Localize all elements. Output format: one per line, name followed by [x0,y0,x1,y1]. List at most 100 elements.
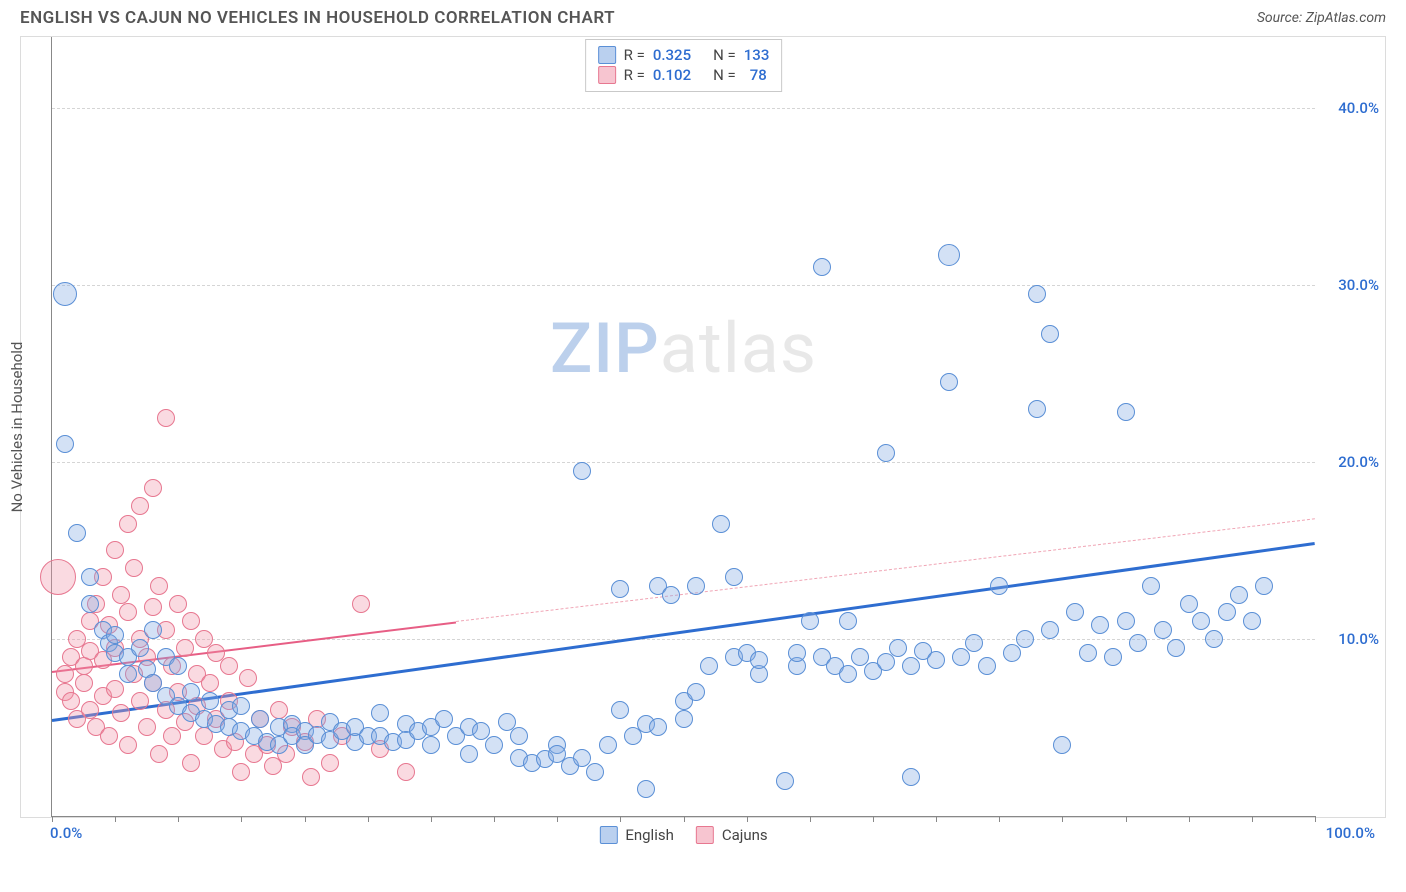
x-tick-mark [557,816,558,822]
data-point [371,704,389,722]
data-point [460,745,478,763]
data-point [201,674,219,692]
data-point [62,692,80,710]
data-point [81,701,99,719]
data-point [750,651,768,669]
gridline [52,462,1315,463]
data-point [176,639,194,657]
data-point [112,704,130,722]
data-point [599,736,617,754]
data-point [839,612,857,630]
data-point [163,727,181,745]
data-point [1041,325,1059,343]
data-point [144,598,162,616]
x-tick-mark [873,816,874,822]
data-point [839,665,857,683]
watermark: ZIPatlas [550,308,817,390]
data-point [232,763,250,781]
data-point [182,612,200,630]
x-tick-mark [1252,816,1253,822]
data-point [649,718,667,736]
data-point [978,657,996,675]
data-point [150,745,168,763]
x-tick-mark [305,816,306,822]
data-point [712,515,730,533]
x-tick-mark [747,816,748,822]
x-tick-mark [115,816,116,822]
swatch-blue-icon [599,826,617,844]
swatch-pink-icon [598,66,616,84]
x-tick-mark [368,816,369,822]
r-value: 0.325 [653,45,691,65]
data-point [611,701,629,719]
y-axis-label: No Vehicles in Household [8,342,26,513]
data-point [106,626,124,644]
y-tick-label: 30.0% [1338,276,1379,294]
data-point [239,669,257,687]
data-point [611,580,629,598]
x-tick-mark [1315,816,1316,822]
data-point [776,772,794,790]
data-point [510,727,528,745]
data-point [157,409,175,427]
data-point [119,603,137,621]
x-tick-mark [1062,816,1063,822]
data-point [75,674,93,692]
data-point [877,653,895,671]
data-point [700,657,718,675]
data-point [1192,612,1210,630]
data-point [687,577,705,595]
data-point [435,710,453,728]
data-point [182,754,200,772]
data-point [220,657,238,675]
data-point [100,727,118,745]
data-point [1117,403,1135,421]
data-point [813,258,831,276]
n-label: N = [713,65,736,85]
data-point [1079,644,1097,662]
data-point [1255,577,1273,595]
x-tick-mark [1189,816,1190,822]
scatter-plot-area: ZIPatlas R = 0.325 N = 133 R = 0.102 N =… [51,37,1315,817]
legend-item-english: English [599,826,674,844]
x-tick-mark [178,816,179,822]
data-point [1003,644,1021,662]
legend-row-english: R = 0.325 N = 133 [598,45,770,65]
x-tick-mark [620,816,621,822]
data-point [232,697,250,715]
y-tick-label: 40.0% [1338,99,1379,117]
series-legend: English Cajuns [599,826,767,844]
data-point [81,568,99,586]
data-point [1154,621,1172,639]
data-point [1129,634,1147,652]
data-point [106,680,124,698]
data-point [1142,577,1160,595]
watermark-zip: ZIP [550,308,660,390]
data-point [1028,285,1046,303]
data-point [119,665,137,683]
x-tick-mark [431,816,432,822]
data-point [1243,612,1261,630]
data-point [150,577,168,595]
data-point [1053,736,1071,754]
source-prefix: Source: [1257,10,1306,26]
data-point [352,595,370,613]
data-point [586,763,604,781]
n-value: 78 [744,65,767,85]
data-point [112,586,130,604]
data-point [940,373,958,391]
data-point [53,282,77,306]
data-point [131,639,149,657]
data-point [938,244,960,266]
source-attribution: Source: ZipAtlas.com [1257,10,1386,26]
x-tick-min: 0.0% [50,824,82,842]
x-tick-mark [241,816,242,822]
data-point [1016,630,1034,648]
y-tick-label: 20.0% [1338,453,1379,471]
data-point [56,435,74,453]
legend-label: Cajuns [722,826,768,844]
x-tick-mark [936,816,937,822]
data-point [106,541,124,559]
source-name: ZipAtlas.com [1306,10,1386,26]
x-tick-max: 100.0% [1326,824,1375,842]
